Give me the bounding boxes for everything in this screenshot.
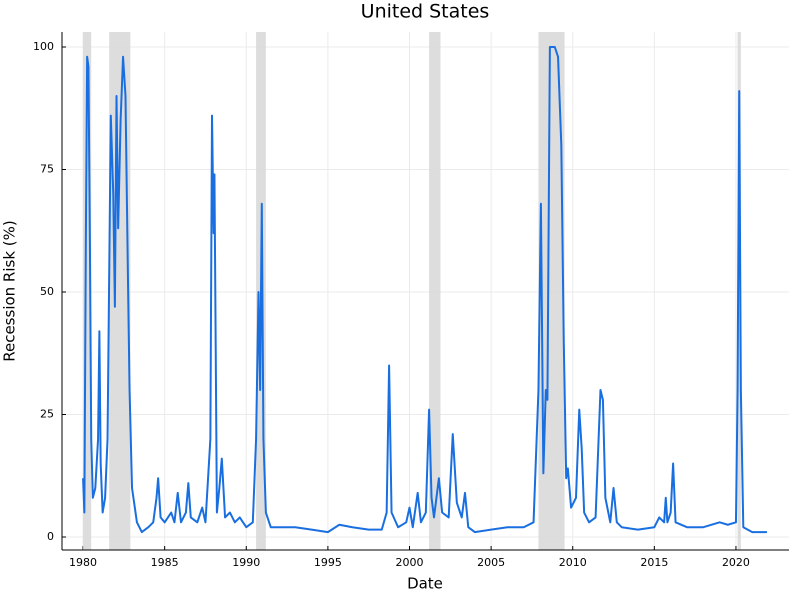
y-tick-label: 75: [40, 162, 54, 175]
x-tick-label: 1985: [151, 556, 179, 569]
y-tick-label: 25: [40, 408, 54, 421]
recession-band: [429, 32, 441, 550]
y-tick-label: 0: [47, 530, 54, 543]
recession-band: [83, 32, 92, 550]
x-tick-label: 1980: [69, 556, 97, 569]
y-axis-title: Recession Risk (%): [1, 220, 19, 362]
x-tick-label: 2000: [396, 556, 424, 569]
recession-band: [737, 32, 741, 550]
y-tick-label: 100: [33, 40, 54, 53]
recession-band: [109, 32, 131, 550]
x-tick-label: 2015: [640, 556, 668, 569]
chart-title: United States: [361, 1, 490, 23]
x-tick-label: 2005: [477, 556, 505, 569]
line-series: [82, 45, 767, 534]
x-tick-label: 2010: [559, 556, 587, 569]
x-axis-title: Date: [407, 575, 443, 593]
x-tick-label: 1990: [232, 556, 260, 569]
x-tick-label: 2020: [722, 556, 750, 569]
y-tick-label: 50: [40, 285, 54, 298]
x-tick-label: 1995: [314, 556, 342, 569]
